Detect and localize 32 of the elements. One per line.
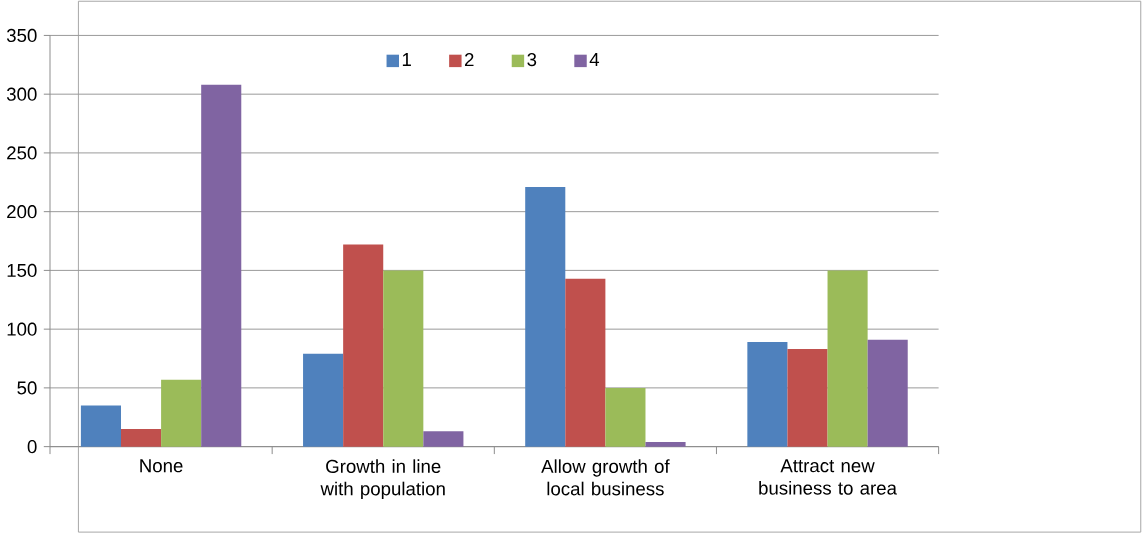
y-tick-label: 100 <box>7 322 37 336</box>
bar <box>201 84 242 447</box>
bar <box>787 348 828 447</box>
legend-label: 2 <box>464 52 474 66</box>
y-tick-label: 250 <box>7 146 37 160</box>
legend-label: 4 <box>589 52 600 66</box>
bar <box>383 270 424 447</box>
bar <box>525 186 566 447</box>
legend-label: 3 <box>527 52 537 67</box>
x-tick-label: None <box>140 459 183 473</box>
bar <box>747 341 788 447</box>
y-tick-label: 350 <box>6 28 37 42</box>
y-tick-label: 200 <box>7 204 37 219</box>
y-tick-label: 50 <box>17 381 37 395</box>
bar <box>605 387 646 447</box>
x-tick-label: Attract new business to area <box>759 459 897 495</box>
bar <box>80 405 121 447</box>
bar <box>121 428 162 447</box>
bar <box>565 278 606 447</box>
bar <box>303 353 344 447</box>
x-tick-label: Growth in line with population <box>320 459 445 499</box>
bar <box>161 379 202 447</box>
x-tick-label: Allow growth of local business <box>541 459 670 496</box>
legend-label: 1 <box>402 52 411 66</box>
y-tick-label: 0 <box>27 439 37 454</box>
bar <box>423 431 464 447</box>
y-tick-label: 300 <box>6 87 37 101</box>
bar <box>343 244 384 447</box>
bar <box>867 339 908 447</box>
bar <box>645 441 686 447</box>
y-tick-label: 150 <box>7 263 37 277</box>
bar <box>827 270 868 447</box>
